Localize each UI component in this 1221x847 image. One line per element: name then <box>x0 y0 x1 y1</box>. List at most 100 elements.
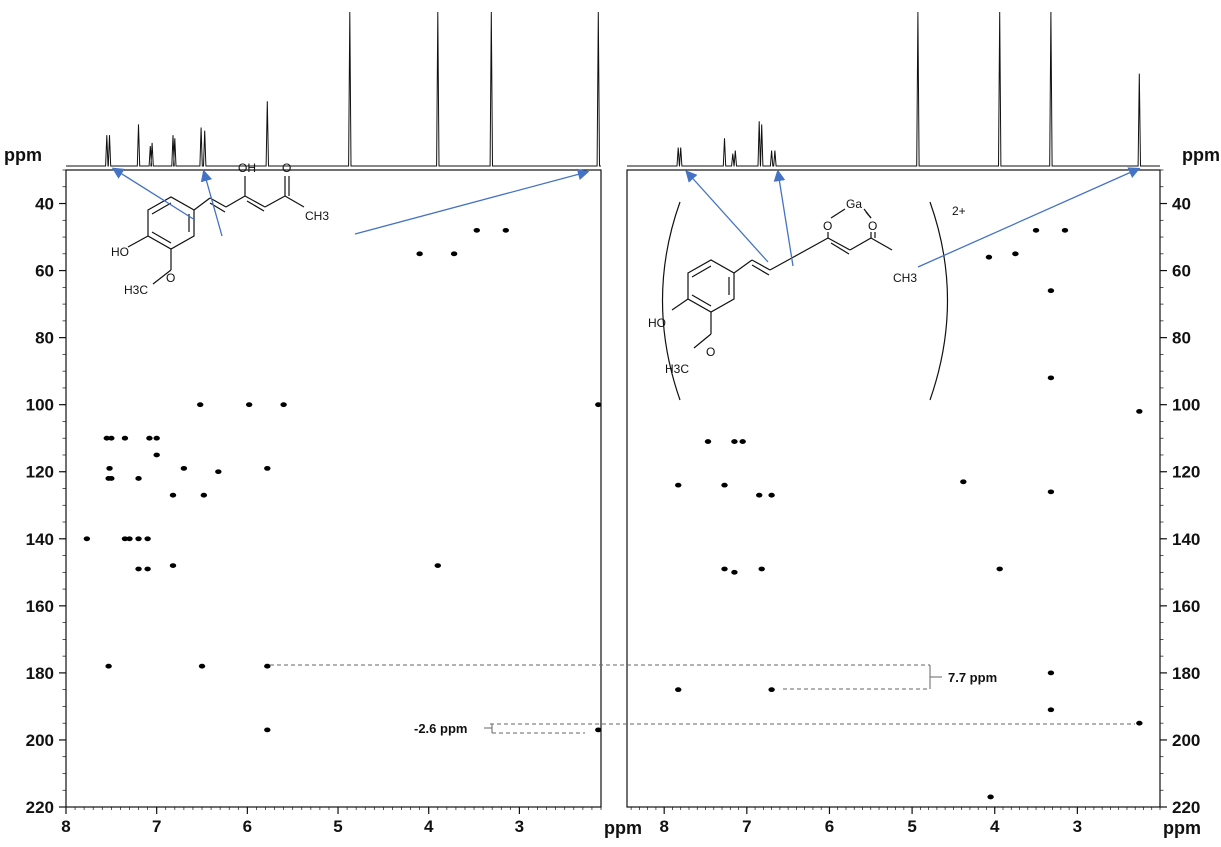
label-ho: HO <box>648 316 666 330</box>
arrow-left-3 <box>354 168 590 235</box>
y-tick-label: 200 <box>1172 731 1200 750</box>
y-tick-label: 120 <box>1172 463 1200 482</box>
cross-peak <box>144 536 151 542</box>
cross-peak <box>169 492 177 498</box>
cross-peak <box>450 251 458 257</box>
left-hmbc-panel: 8 7 6 5 4 3 ppm 40 60 80 100 120 140 160 180 200 220 ppm <box>4 11 642 838</box>
cross-peak <box>1136 720 1143 726</box>
cross-peak <box>105 663 112 669</box>
cross-peak <box>1047 288 1055 294</box>
y-tick-label: 140 <box>26 530 54 549</box>
cross-peak <box>83 536 91 542</box>
cross-peak <box>264 465 271 471</box>
shift-annotations <box>270 664 1135 734</box>
cross-peak <box>595 727 602 733</box>
y-tick-label: 80 <box>35 329 54 348</box>
curcumin-labels-left: OH O CH3 HO H3C O <box>111 161 329 297</box>
y-tick-label: 100 <box>26 396 54 415</box>
cross-peak <box>108 435 115 441</box>
y-unit-label: ppm <box>1182 145 1220 165</box>
cross-peak <box>215 469 222 475</box>
cross-peak <box>1032 227 1040 233</box>
label-h3c: H3C <box>665 362 689 376</box>
label-ch3: CH3 <box>893 271 917 285</box>
cross-peak <box>987 794 994 800</box>
projection-spectrum <box>627 11 1160 167</box>
label-ho: HO <box>111 245 129 259</box>
x-tick-label: 3 <box>515 817 524 836</box>
cross-peak <box>198 663 206 669</box>
ga-complex-structure-right <box>661 201 949 401</box>
arrow-right-1 <box>685 170 769 263</box>
cross-peak <box>1061 227 1069 233</box>
y-tick-label: 40 <box>35 195 54 214</box>
y-unit-label: ppm <box>4 145 42 165</box>
cross-peak <box>245 402 253 408</box>
y-tick-label: 100 <box>1172 396 1200 415</box>
cross-peak <box>200 492 208 498</box>
x-tick-label: 8 <box>61 817 70 836</box>
ga-complex-labels-right: Ga O O 2+ HO CH3 H3C O <box>648 197 966 376</box>
label-h3c: H3C <box>124 283 148 297</box>
cross-peak <box>731 569 738 575</box>
delta-right-label: 7.7 ppm <box>948 670 997 685</box>
y-tick-label: 40 <box>1172 195 1191 214</box>
cross-peak <box>675 482 682 488</box>
cross-peak <box>595 402 602 408</box>
cross-peak <box>108 476 115 481</box>
y-tick-label: 180 <box>26 664 54 683</box>
cross-peak <box>1047 707 1055 713</box>
label-o-right: O <box>868 219 877 233</box>
cross-peak <box>434 563 441 569</box>
cross-peak <box>721 566 728 572</box>
cross-peak <box>135 536 142 542</box>
cross-peak <box>416 251 423 257</box>
cross-peak <box>197 402 204 408</box>
x-unit-label: ppm <box>1163 818 1201 838</box>
cross-peak <box>985 254 993 260</box>
bracket-right <box>929 665 942 689</box>
delta-left-label: -2.6 ppm <box>414 721 467 736</box>
cross-peak <box>960 479 967 485</box>
cross-peak <box>675 687 682 693</box>
y-tick-label: 120 <box>26 463 54 482</box>
label-ch3: CH3 <box>305 209 329 223</box>
arrow-left-2 <box>200 169 223 237</box>
bracket-left <box>484 724 493 733</box>
projection-spectrum <box>66 11 601 167</box>
y-tick-label: 220 <box>26 798 54 817</box>
x-tick-label: 3 <box>1073 817 1082 836</box>
cross-peak <box>153 452 160 458</box>
cross-peak <box>106 465 113 471</box>
x-tick-label: 5 <box>907 817 916 836</box>
y-tick-label: 220 <box>1172 798 1200 817</box>
arrow-right-3 <box>917 167 1141 268</box>
cross-peak <box>144 566 151 572</box>
arrow-left-1 <box>111 167 196 221</box>
cross-peak <box>153 435 160 441</box>
x-tick-label: 7 <box>742 817 751 836</box>
cross-peak <box>135 566 142 572</box>
x-tick-label: 6 <box>825 817 834 836</box>
curcumin-structure-left <box>127 176 305 285</box>
plot-frame <box>65 169 602 808</box>
cross-peak <box>473 227 480 233</box>
cross-peak <box>731 439 738 444</box>
label-o-methoxy: O <box>166 271 175 285</box>
cross-peak <box>739 439 746 444</box>
cross-peak <box>721 482 728 488</box>
x-tick-label: 5 <box>333 817 342 836</box>
y-tick-label: 140 <box>1172 530 1200 549</box>
x-tick-label: 6 <box>243 817 252 836</box>
cross-peak <box>502 227 509 233</box>
y-tick-label: 60 <box>35 262 54 281</box>
cross-peak <box>758 566 765 572</box>
cross-peak <box>264 727 271 733</box>
cross-peak <box>768 687 775 693</box>
cross-peak <box>169 563 177 569</box>
label-ga: Ga <box>846 197 862 211</box>
cross-peak <box>121 536 129 542</box>
label-o-left: O <box>823 219 832 233</box>
